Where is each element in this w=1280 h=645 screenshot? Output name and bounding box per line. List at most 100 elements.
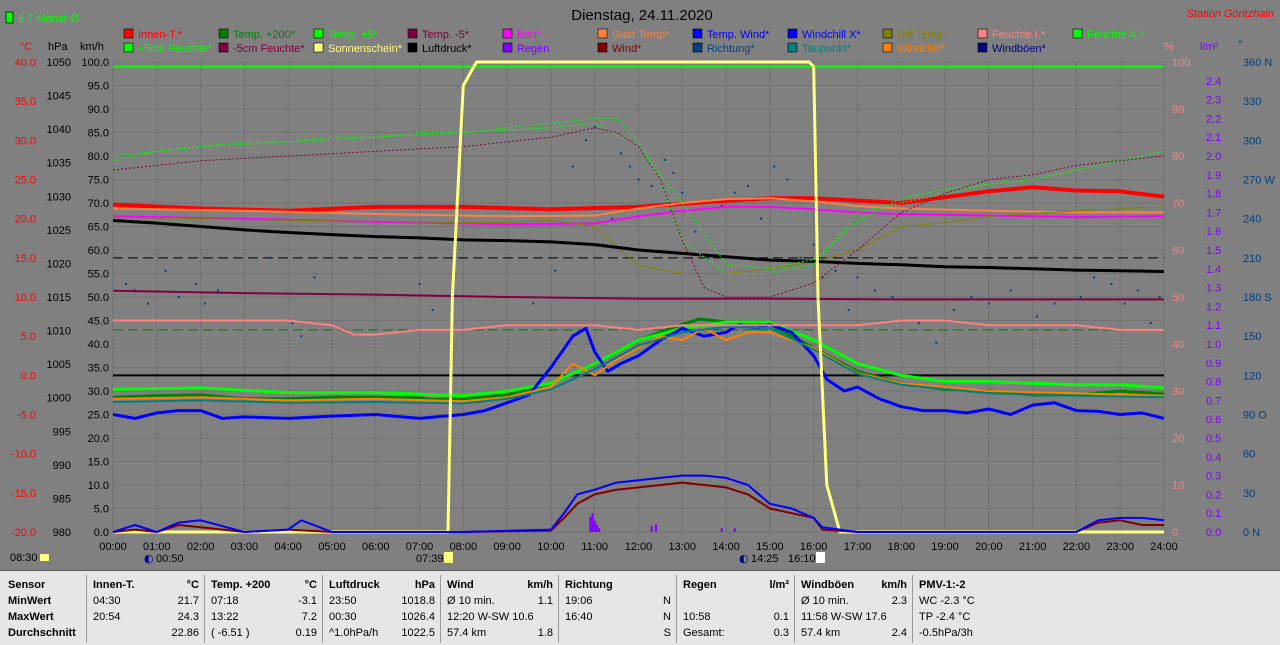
rain-tick-label: 2.4 (1206, 76, 1221, 88)
direction-tick-label: 120 (1243, 370, 1261, 382)
time-tick-label: 07:00 (406, 541, 434, 553)
direction-point (694, 230, 697, 233)
table-group-unit: °C (304, 579, 317, 591)
time-tick-label: 02:00 (187, 541, 215, 553)
series-lines (112, 60, 1165, 534)
time-tick-label: 01:00 (143, 541, 171, 553)
humidity-tick-label: 70 (1172, 198, 1184, 210)
legend-swatch (218, 28, 229, 39)
series-line (112, 289, 1164, 301)
table-cell-value: -3.1 (298, 595, 317, 607)
direction-point (147, 302, 150, 305)
direction-point (1036, 315, 1039, 318)
table-cell-time: 23:50 (329, 595, 357, 607)
direction-point (952, 309, 955, 312)
time-tick-label: 18:00 (887, 541, 915, 553)
series-line (112, 205, 1165, 226)
rain-tick-label: 2.3 (1206, 95, 1221, 107)
rain-tick-label: 0.5 (1206, 433, 1221, 445)
chart-title: Dienstag, 24.11.2020 (571, 7, 713, 24)
direction-point (650, 185, 653, 188)
weather-chart: 6.7 Monat-Ø Dienstag, 24.11.2020 Station… (5, 7, 1276, 565)
direction-point (554, 269, 557, 272)
direction-point (873, 289, 876, 292)
table-cell-value: 24.3 (177, 611, 199, 623)
rain-tick-label: 0.9 (1206, 358, 1221, 370)
rain-tick-label: 0.7 (1206, 395, 1221, 407)
direction-tick-label: 180 S (1243, 292, 1272, 304)
humidity-tick-label: 60 (1172, 245, 1184, 257)
moonset-icon: ◐ (739, 552, 749, 565)
direction-point (987, 302, 990, 305)
time-tick-label: 10:00 (537, 541, 565, 553)
temp-tick-label: 15.0 (15, 253, 36, 265)
direction-point (628, 165, 631, 168)
pressure-tick-label: 1010 (47, 326, 71, 338)
direction-point (619, 152, 622, 155)
direction-point (970, 296, 973, 298)
table-cell-time: WC -2.3 °C (919, 595, 975, 607)
direction-point (720, 204, 723, 207)
direction-point (834, 269, 837, 272)
direction-point (1009, 289, 1012, 292)
series-line (112, 474, 1165, 533)
wind-tick-label: 40.0 (88, 339, 109, 351)
direction-point (672, 171, 675, 174)
rain-tick-label: 1.8 (1206, 189, 1221, 201)
series-line (112, 320, 1165, 398)
humidity-tick-label: 80 (1172, 151, 1184, 163)
direction-point (891, 296, 894, 298)
direction-point (707, 256, 710, 259)
direction-point (1123, 302, 1126, 305)
table-cell-time: -0.5hPa/3h (919, 627, 973, 639)
sun-icon-left (40, 554, 49, 561)
table-cell-time: 07:18 (211, 595, 239, 607)
table-cell-time: 57.4 km (447, 627, 487, 639)
table-cell-value: N (663, 595, 671, 607)
pressure-tick-label: 990 (53, 460, 71, 472)
temp-tick-label: 5.0 (21, 331, 36, 343)
direction-tick-label: 300 (1243, 135, 1261, 147)
temp-tick-label: 10.0 (15, 292, 36, 304)
wind-tick-label: 15.0 (88, 457, 109, 469)
legend-swatch (787, 28, 798, 39)
pressure-tick-label: 1030 (47, 191, 71, 203)
direction-point (125, 282, 128, 285)
wind-tick-label: 50.0 (88, 292, 109, 304)
temp-tick-label: 25.0 (15, 175, 36, 187)
direction-tick-label: 60 (1243, 449, 1255, 461)
time-tick-label: 19:00 (931, 541, 959, 553)
table-cell-value: 1.8 (537, 627, 553, 639)
series-line (112, 122, 1165, 270)
row-label-avg: Durchschnitt (8, 627, 76, 639)
legend-label: Temp. Wind* (707, 29, 770, 41)
sunrise-icon (444, 552, 453, 563)
legend-swatch (1072, 28, 1083, 39)
rain-tick-label: 2.0 (1206, 151, 1221, 163)
table-cell-value: 0.1 (773, 611, 789, 623)
rain-bar (650, 526, 653, 532)
series-line (112, 325, 1165, 405)
table-cell-time: TP -2.4 °C (919, 611, 971, 623)
humidity-tick-label: 20 (1172, 433, 1184, 445)
direction-point (195, 282, 198, 285)
time-tick-label: 09:00 (493, 541, 521, 553)
legend-swatch (313, 28, 324, 39)
direction-point (1053, 302, 1056, 305)
time-tick-label: 15:00 (756, 541, 784, 553)
rain-bar (593, 520, 596, 532)
time-tick-label: 21:00 (1019, 541, 1047, 553)
legend-swatch (977, 28, 988, 39)
direction-point (637, 178, 640, 181)
table-cell-time: ( -6.51 ) (211, 627, 250, 639)
direction-point (1158, 296, 1161, 298)
legend-label: Taupunkt* (802, 43, 852, 55)
direction-tick-label: 210 (1243, 253, 1261, 265)
legend-label: Diff Temp. (897, 29, 946, 41)
humidity-tick-label: 100 (1172, 57, 1190, 69)
wind-tick-label: 10.0 (88, 480, 109, 492)
direction-point (799, 256, 802, 259)
table-group-title: Innen-T. (93, 579, 135, 591)
direction-point (935, 341, 938, 344)
rain-tick-label: 1.0 (1206, 339, 1221, 351)
